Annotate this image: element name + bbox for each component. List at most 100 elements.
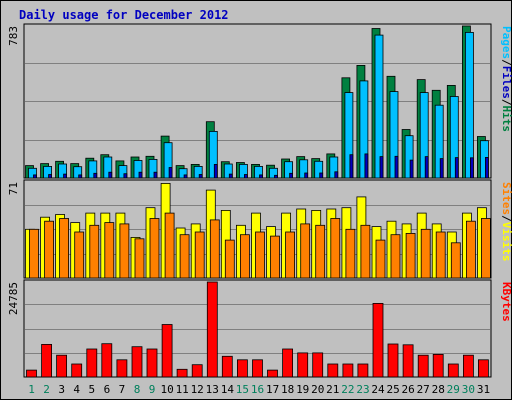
bar-sites-day-30 [465, 220, 476, 279]
bar-kbytes-day-28 [432, 353, 444, 378]
bar-sites-day-6 [104, 222, 115, 279]
bar-sites-day-31 [480, 218, 491, 279]
bar-pages-day-12 [198, 174, 203, 179]
x-tick-label-day-19: 19 [296, 383, 309, 396]
bar-pages-day-11 [183, 174, 188, 179]
bar-sites-day-14 [224, 239, 235, 279]
x-tick-label-day-23: 23 [356, 383, 369, 396]
x-tick-label-day-3: 3 [58, 383, 65, 396]
bar-pages-day-3 [63, 173, 67, 179]
bar-sites-day-11 [179, 234, 190, 279]
bar-pages-day-24 [379, 156, 384, 179]
bar-sites-day-21 [330, 218, 341, 279]
x-tick-label-day-17: 17 [266, 383, 279, 396]
bar-kbytes-day-12 [191, 364, 203, 378]
legend-entry: / [500, 215, 512, 222]
bar-files-day-17 [269, 167, 278, 179]
x-tick-label-day-16: 16 [251, 383, 264, 396]
bar-sites-day-22 [345, 228, 356, 279]
bar-sites-day-23 [360, 224, 371, 279]
bar-files-day-23 [359, 80, 369, 179]
bar-kbytes-day-27 [417, 354, 429, 378]
bar-pages-day-14 [228, 173, 233, 179]
bar-sites-day-1 [29, 228, 39, 279]
bar-files-day-28 [434, 104, 444, 179]
legend-entry: / [500, 99, 512, 106]
bar-pages-day-13 [213, 163, 218, 179]
bar-files-day-29 [449, 96, 459, 179]
bar-pages-day-21 [334, 171, 339, 179]
bar-files-day-7 [118, 165, 128, 179]
bar-kbytes-day-22 [342, 363, 354, 378]
bar-files-day-24 [374, 34, 384, 179]
legend-entry: / [500, 59, 512, 66]
bar-pages-day-22 [349, 154, 354, 179]
legend-entry: Visits [500, 222, 512, 262]
panel-3-legend: KBytes [500, 282, 512, 322]
bar-files-day-1 [28, 167, 37, 179]
bar-pages-day-25 [394, 155, 399, 179]
bar-files-day-21 [329, 156, 339, 179]
bar-sites-day-8 [134, 238, 145, 279]
legend-entry: KBytes [500, 282, 512, 322]
bar-kbytes-day-6 [101, 343, 113, 378]
legend-entry: Sites [500, 182, 512, 215]
bar-files-day-15 [238, 163, 248, 179]
panel-1-y-max-label: 783 [7, 26, 20, 46]
bar-pages-day-15 [243, 174, 248, 179]
bar-pages-day-23 [364, 153, 369, 179]
bar-sites-day-17 [270, 235, 280, 279]
bar-sites-day-12 [194, 231, 205, 279]
bar-kbytes-day-30 [462, 354, 474, 378]
x-tick-label-day-29: 29 [447, 383, 460, 396]
legend-entry: Pages [500, 26, 512, 59]
bar-files-day-10 [163, 142, 173, 179]
x-tick-label-day-31: 31 [477, 383, 490, 396]
bar-kbytes-day-29 [447, 363, 459, 378]
bar-sites-day-3 [59, 218, 69, 279]
bar-files-day-26 [404, 135, 414, 179]
bar-pages-day-17 [274, 174, 278, 179]
legend-entry: Hits [500, 106, 512, 133]
bar-files-day-30 [464, 32, 474, 179]
x-tick-label-day-6: 6 [104, 383, 111, 396]
bar-kbytes-day-4 [71, 363, 83, 378]
x-tick-label-day-12: 12 [191, 383, 204, 396]
x-tick-label-day-9: 9 [149, 383, 156, 396]
bar-kbytes-day-15 [236, 359, 248, 378]
x-tick-label-day-4: 4 [73, 383, 80, 396]
bar-kbytes-day-8 [131, 346, 143, 378]
bar-files-day-16 [254, 165, 263, 179]
bar-sites-day-27 [420, 228, 431, 279]
x-tick-label-day-1: 1 [28, 383, 35, 396]
bar-kbytes-day-7 [116, 359, 128, 378]
x-tick-label-day-13: 13 [206, 383, 219, 396]
bar-files-day-20 [314, 160, 324, 179]
bar-sites-day-7 [119, 223, 130, 279]
bar-files-day-4 [73, 166, 83, 179]
bar-pages-day-9 [153, 171, 158, 179]
x-tick-label-day-18: 18 [281, 383, 294, 396]
bar-files-day-14 [223, 163, 233, 179]
bar-files-day-6 [103, 156, 113, 179]
x-tick-label-day-8: 8 [134, 383, 141, 396]
bar-files-day-9 [148, 158, 158, 179]
bar-kbytes-day-18 [282, 348, 294, 378]
bar-files-day-19 [299, 159, 309, 179]
bar-pages-day-1 [33, 174, 37, 179]
bar-files-day-3 [58, 163, 67, 179]
bar-pages-day-19 [304, 172, 309, 179]
bar-pages-day-26 [409, 159, 414, 179]
bar-kbytes-day-16 [252, 359, 263, 378]
bar-kbytes-day-24 [372, 302, 384, 378]
bar-sites-day-25 [390, 234, 401, 279]
bar-kbytes-day-19 [297, 352, 309, 378]
x-tick-label-day-24: 24 [371, 383, 385, 396]
bar-kbytes-day-21 [327, 363, 339, 378]
bar-pages-day-6 [108, 171, 113, 179]
bar-sites-day-18 [285, 231, 296, 279]
bar-pages-day-18 [289, 172, 294, 179]
x-tick-label-day-7: 7 [119, 383, 126, 396]
bar-kbytes-day-5 [86, 348, 98, 378]
bar-pages-day-27 [424, 156, 429, 179]
